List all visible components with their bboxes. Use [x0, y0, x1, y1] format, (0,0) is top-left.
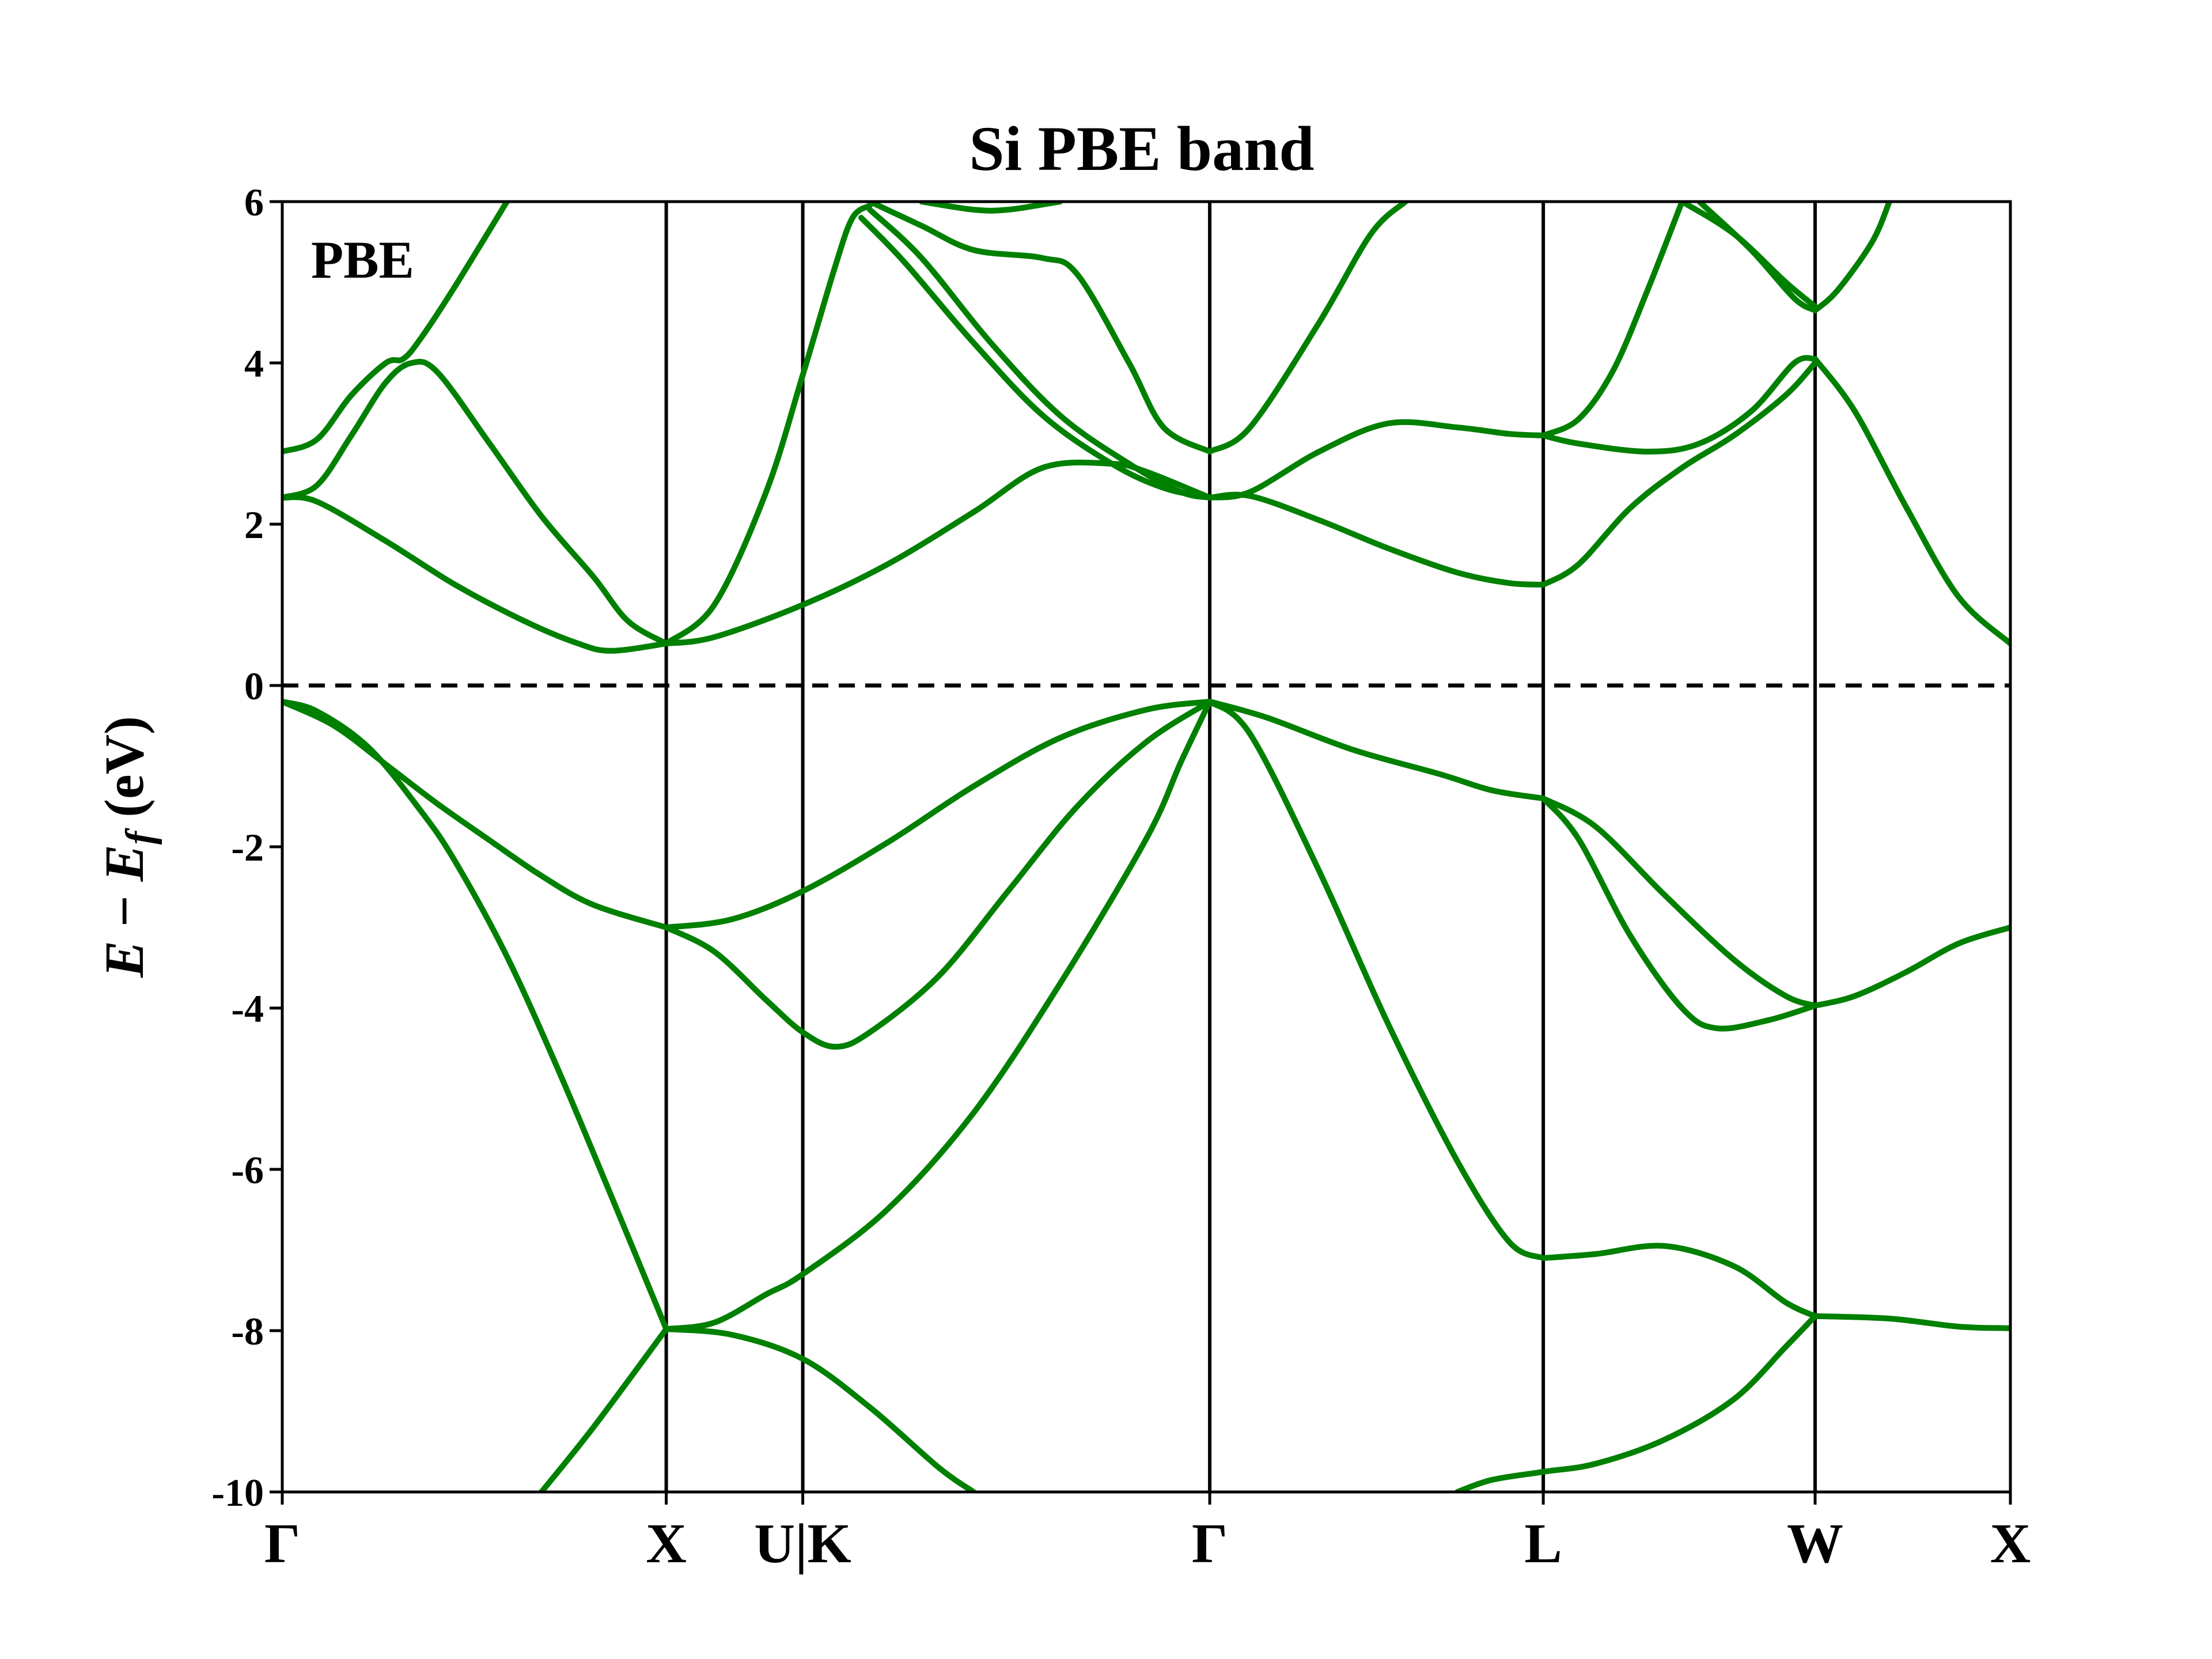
- y-tick-label: -2: [231, 825, 264, 869]
- band-line-11: [663, 459, 1213, 647]
- y-tick-label: 6: [244, 180, 264, 224]
- x-tick-label: L: [1524, 1513, 1562, 1575]
- band-line-25: [1540, 360, 1818, 588]
- x-tick-label: Γ: [1192, 1513, 1228, 1575]
- band-line-20: [1207, 419, 1547, 501]
- band-line-5: [282, 202, 510, 454]
- band-line-14: [867, 207, 1213, 501]
- x-tick-label: X: [1990, 1513, 2031, 1575]
- band-line-7: [663, 699, 1213, 1332]
- x-tick-label: Γ: [264, 1513, 300, 1575]
- chart-title: Si PBE band: [969, 113, 1314, 184]
- band-line-31: [1455, 1313, 1818, 1492]
- band-line-32: [1812, 1313, 2010, 1331]
- band-line-4: [282, 358, 669, 647]
- band-line-22: [1540, 1243, 1818, 1319]
- y-tick-label: -10: [211, 1471, 264, 1514]
- y-tick-label: 4: [244, 342, 264, 385]
- band-line-3: [282, 494, 669, 654]
- band-line-27: [1540, 202, 1685, 438]
- x-tick-label: X: [646, 1513, 687, 1575]
- band-line-28: [1679, 202, 1818, 309]
- y-tick-label: 0: [244, 664, 264, 708]
- band-line-21: [1207, 202, 1408, 454]
- y-tick-label: 2: [244, 503, 264, 547]
- band-line-8: [663, 1326, 976, 1492]
- band-lines: [282, 202, 2010, 1492]
- y-axis-ticks: 6 4 2 0 -2 -4 -6 -8 -10: [211, 180, 282, 1514]
- x-tick-label: W: [1787, 1513, 1843, 1575]
- band-line-2: [282, 699, 669, 930]
- high-symmetry-lines: [664, 202, 1817, 1492]
- band-line-34: [1812, 356, 2010, 647]
- band-line-13: [858, 215, 1213, 501]
- band-line-17: [1207, 699, 1547, 1261]
- band-line-6: [539, 1326, 669, 1492]
- y-tick-label: -6: [231, 1148, 264, 1192]
- band-line-9: [663, 699, 1213, 1050]
- band-line-1: [282, 699, 669, 1332]
- pbe-annotation: PBE: [311, 230, 414, 289]
- band-line-29: [1696, 202, 1818, 313]
- band-line-15: [867, 202, 1213, 454]
- band-line-12: [663, 203, 873, 647]
- y-tick-label: -8: [231, 1309, 264, 1353]
- band-line-18: [1207, 699, 1547, 801]
- x-axis-ticks: Γ X U|K Γ L W X: [264, 1492, 2031, 1575]
- y-axis-label: E − Ef (eV): [93, 716, 162, 978]
- band-line-16: [919, 202, 1063, 214]
- band-line-33: [1812, 925, 2010, 1009]
- band-line-30: [1812, 202, 1892, 313]
- band-line-23: [1540, 796, 1818, 1009]
- band-line-10: [663, 699, 1213, 930]
- band-line-19: [1207, 491, 1547, 588]
- x-tick-label: U|K: [754, 1513, 851, 1575]
- band-line-26: [1540, 355, 1818, 454]
- band-line-24: [1540, 796, 1818, 1032]
- y-tick-label: -4: [231, 987, 264, 1031]
